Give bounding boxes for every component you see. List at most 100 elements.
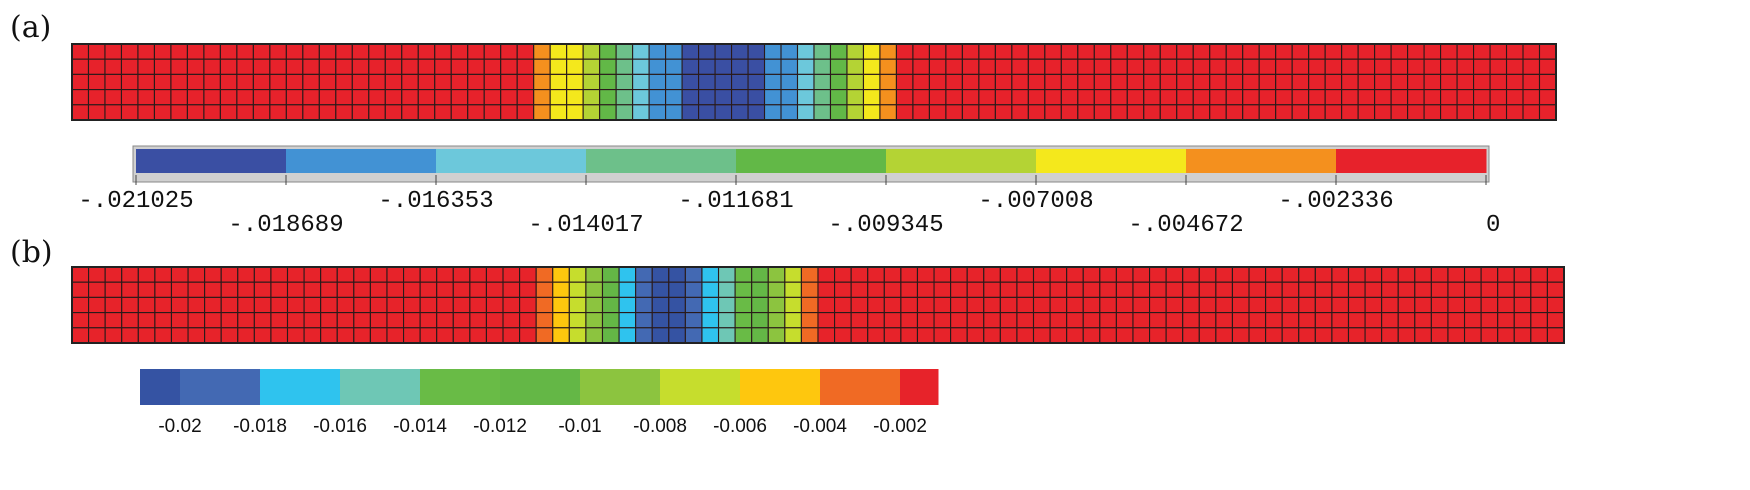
mesh-a-element bbox=[1423, 73, 1442, 91]
mesh-b-element bbox=[668, 312, 686, 329]
mesh-b-element bbox=[1016, 281, 1035, 298]
mesh-b-element bbox=[751, 296, 769, 314]
mesh-b-element bbox=[983, 281, 1001, 298]
mesh-a-element bbox=[1357, 73, 1376, 91]
mesh-b-element bbox=[767, 327, 786, 344]
mesh-b-element bbox=[1364, 281, 1383, 298]
legend-a: -.021025 -.018689 -.016353 -.014017 -.011681… bbox=[78, 145, 1500, 239]
mesh-b-element bbox=[320, 296, 338, 314]
mesh-a-element bbox=[153, 89, 172, 106]
mesh-a-element bbox=[1357, 104, 1376, 121]
mesh-a-element bbox=[681, 43, 700, 60]
mesh-b-element bbox=[1231, 281, 1250, 298]
mesh-a-element bbox=[1505, 73, 1524, 91]
mesh-b-element bbox=[419, 327, 438, 344]
mesh-a-element bbox=[780, 104, 799, 121]
mesh-b-element bbox=[999, 266, 1018, 283]
mesh-a-element bbox=[879, 58, 897, 75]
mesh-b-element bbox=[883, 327, 902, 344]
legend-b-swatch bbox=[340, 369, 421, 405]
mesh-a-element bbox=[467, 58, 485, 75]
mesh-b-element bbox=[800, 281, 819, 298]
mesh-b-element bbox=[734, 296, 753, 314]
legend-b-tick-label: -0.008 bbox=[633, 416, 687, 437]
mesh-a-element bbox=[813, 89, 832, 106]
mesh-b-element bbox=[469, 296, 487, 314]
mesh-a-element bbox=[1258, 104, 1277, 121]
mesh-a-element bbox=[1011, 73, 1029, 91]
mesh-b-element bbox=[1149, 327, 1167, 344]
legend-b-tick-label: -0.018 bbox=[233, 416, 287, 437]
mesh-a-element bbox=[434, 43, 452, 60]
mesh-b-element bbox=[1414, 327, 1432, 344]
mesh-a-element bbox=[1077, 104, 1095, 121]
mesh-b-element bbox=[1513, 266, 1532, 283]
mesh-b-element bbox=[1082, 327, 1101, 344]
mesh-b-element bbox=[1099, 312, 1117, 329]
mesh-a-element bbox=[829, 58, 848, 75]
mesh-a-element bbox=[846, 104, 865, 121]
mesh-b-element bbox=[104, 327, 123, 344]
mesh-a-element bbox=[1242, 73, 1260, 91]
mesh-a-element bbox=[533, 104, 551, 121]
mesh-b-element bbox=[1497, 281, 1515, 298]
mesh-a-element bbox=[549, 73, 568, 91]
mesh-a-element bbox=[170, 104, 188, 121]
mesh-a-element bbox=[417, 104, 436, 121]
mesh-a-element bbox=[1390, 58, 1409, 75]
mesh-b-element bbox=[1165, 281, 1184, 298]
mesh-a-element bbox=[1176, 43, 1194, 60]
mesh-a-element bbox=[912, 89, 930, 106]
mesh-a-element bbox=[120, 58, 139, 75]
mesh-a-element bbox=[203, 43, 221, 60]
mesh-a-element bbox=[1044, 58, 1062, 75]
mesh-a-element bbox=[829, 89, 848, 106]
mesh-a-element bbox=[632, 73, 650, 91]
mesh-b-element bbox=[485, 281, 504, 298]
mesh-b-element bbox=[1480, 327, 1499, 344]
mesh-b-element bbox=[1049, 296, 1068, 314]
mesh-b-element bbox=[684, 266, 703, 283]
mesh-b-element bbox=[1447, 266, 1466, 283]
mesh-b-element bbox=[1032, 327, 1051, 344]
mesh-a-element bbox=[1159, 43, 1178, 60]
legend-a-tick-label: -.002336 bbox=[1278, 188, 1393, 215]
mesh-b-element bbox=[585, 296, 604, 314]
mesh-a-element bbox=[1225, 58, 1244, 75]
mesh-a-element bbox=[928, 58, 947, 75]
mesh-a-element bbox=[1324, 73, 1343, 91]
mesh-a-element bbox=[780, 73, 799, 91]
mesh-b-element bbox=[1347, 327, 1366, 344]
mesh-b-element bbox=[883, 266, 902, 283]
mesh-b-element bbox=[403, 266, 421, 283]
mesh-a-element bbox=[434, 89, 452, 106]
mesh-a-element bbox=[1011, 58, 1029, 75]
mesh-a-element bbox=[1126, 89, 1145, 106]
mesh-a-element bbox=[318, 58, 337, 75]
mesh-a-element bbox=[87, 58, 106, 75]
mesh-a-element bbox=[170, 89, 188, 106]
mesh-b-element bbox=[1513, 327, 1532, 344]
mesh-b-element bbox=[369, 312, 388, 329]
mesh-a-element bbox=[1522, 43, 1541, 60]
mesh-b-element bbox=[452, 266, 471, 283]
mesh-b-element bbox=[1314, 296, 1333, 314]
mesh-b-element bbox=[933, 296, 952, 314]
mesh-a-element bbox=[1275, 43, 1293, 60]
mesh-b-element bbox=[121, 296, 139, 314]
mesh-b-element bbox=[983, 296, 1001, 314]
mesh-b-element bbox=[1497, 327, 1515, 344]
mesh-b-element bbox=[320, 281, 338, 298]
mesh-a-element bbox=[945, 104, 963, 121]
mesh-a-element bbox=[829, 104, 848, 121]
mesh-a-element bbox=[1275, 104, 1293, 121]
mesh-a-element bbox=[961, 58, 980, 75]
mesh-b-element bbox=[1032, 312, 1051, 329]
mesh-a-element bbox=[879, 104, 897, 121]
mesh-a-element bbox=[879, 73, 897, 91]
mesh-a-element bbox=[1291, 73, 1310, 91]
mesh-a-element bbox=[434, 104, 452, 121]
mesh-b-element bbox=[800, 266, 819, 283]
mesh-b-element bbox=[1331, 281, 1350, 298]
mesh-b-element bbox=[1248, 296, 1267, 314]
